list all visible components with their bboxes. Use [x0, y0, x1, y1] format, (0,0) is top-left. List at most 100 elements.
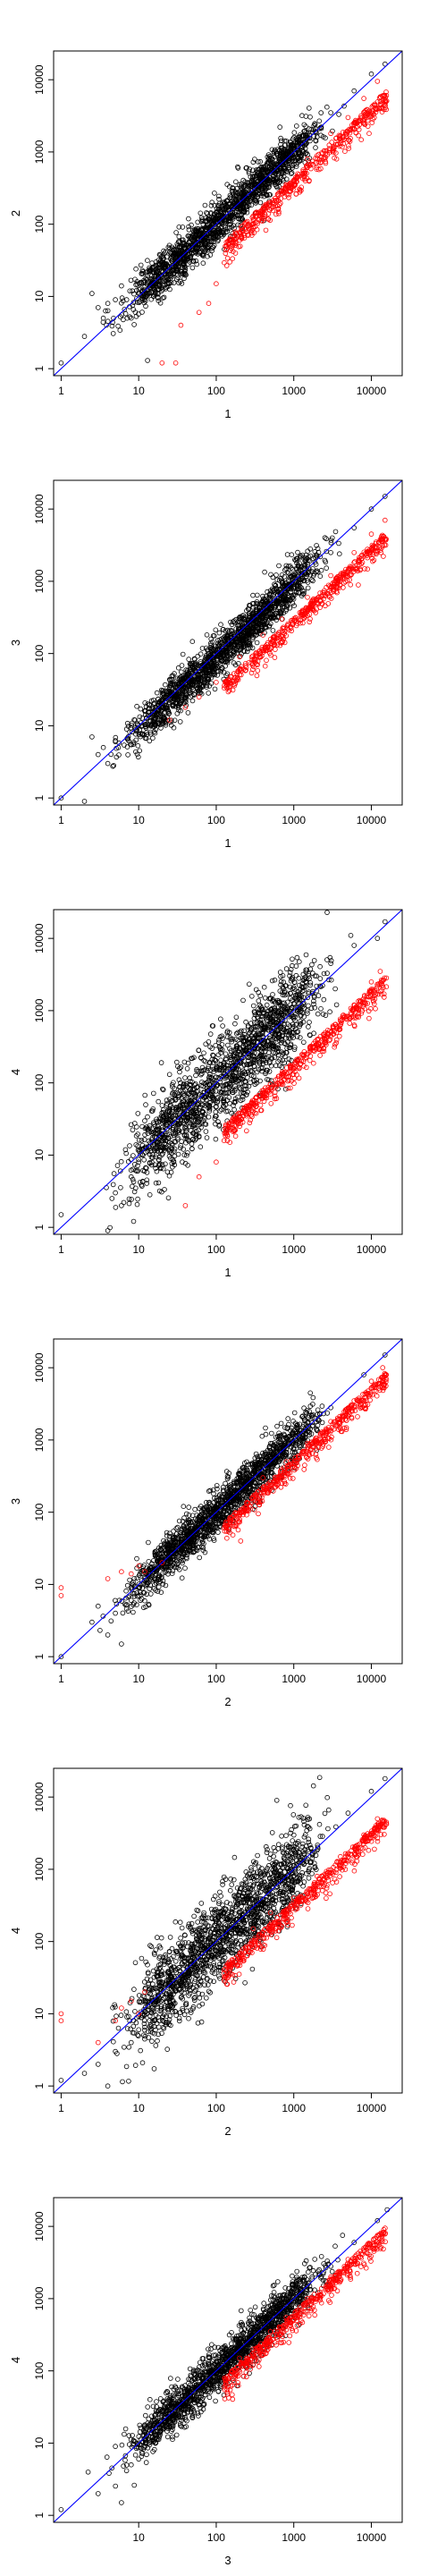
point-black	[215, 1074, 222, 1080]
point-red	[223, 263, 230, 268]
point-black	[240, 216, 246, 223]
point-black	[237, 1030, 243, 1035]
point-black	[164, 1169, 171, 1175]
point-red	[342, 148, 348, 155]
point-black	[249, 195, 256, 200]
point-black	[143, 735, 149, 741]
point-black	[255, 159, 261, 165]
point-black	[330, 128, 335, 134]
plot-frame	[53, 50, 403, 377]
point-black	[181, 1098, 187, 1104]
point-black	[219, 657, 225, 664]
point-black	[144, 730, 149, 735]
point-black	[152, 708, 157, 714]
point-black	[285, 148, 290, 155]
point-black	[257, 601, 263, 606]
point-black	[301, 122, 307, 128]
point-red	[333, 589, 340, 594]
point-red	[275, 207, 282, 212]
point-black	[303, 150, 309, 156]
point-red	[352, 559, 358, 564]
point-black	[282, 595, 289, 601]
point-red	[373, 539, 379, 545]
point-black	[204, 235, 210, 241]
point-black	[260, 170, 266, 175]
point-red	[363, 107, 368, 114]
point-black	[284, 552, 290, 557]
point-black	[262, 599, 268, 605]
point-red	[226, 684, 231, 690]
point-black	[283, 563, 290, 569]
point-black	[210, 244, 215, 250]
point-black	[278, 982, 283, 987]
point-red	[284, 625, 290, 631]
point-black	[209, 199, 215, 206]
point-red	[267, 199, 273, 206]
point-red	[318, 154, 324, 160]
point-red	[196, 309, 202, 316]
point-red	[253, 654, 259, 660]
point-red	[360, 120, 366, 125]
point-black	[303, 114, 309, 119]
point-black	[328, 110, 333, 115]
point-black	[262, 569, 267, 575]
point-black	[136, 291, 142, 296]
point-red	[307, 619, 313, 625]
point-black	[287, 973, 292, 979]
point-red	[237, 237, 242, 243]
point-black	[229, 189, 235, 194]
point-black	[137, 714, 143, 720]
point-red	[361, 121, 367, 126]
point-black	[103, 308, 108, 314]
point-black	[237, 653, 243, 659]
point-red	[377, 547, 383, 553]
point-black	[166, 280, 172, 286]
point-black	[164, 706, 170, 711]
point-black	[195, 671, 201, 677]
point-black	[288, 584, 294, 590]
point-black	[286, 144, 292, 150]
point-black	[180, 225, 186, 230]
point-black	[270, 628, 276, 633]
point-black	[126, 1200, 132, 1207]
point-red	[291, 177, 298, 182]
point-red	[293, 618, 299, 624]
point-black	[171, 724, 177, 731]
point-black	[264, 614, 269, 621]
point-red	[299, 188, 304, 193]
point-black	[271, 167, 276, 174]
point-black	[214, 227, 220, 233]
point-black	[175, 665, 181, 671]
point-black	[324, 536, 329, 542]
point-black	[181, 695, 188, 701]
point-black	[206, 654, 212, 660]
point-black	[206, 657, 212, 663]
point-black	[289, 573, 295, 580]
point-red	[265, 211, 272, 216]
point-black	[305, 585, 311, 591]
point-black	[204, 675, 210, 682]
point-black	[310, 566, 315, 572]
point-red	[340, 130, 346, 135]
point-black	[272, 1055, 278, 1060]
point-red	[381, 554, 386, 559]
point-black	[170, 267, 175, 274]
point-black	[324, 104, 330, 110]
point-red	[314, 600, 320, 606]
point-black	[270, 574, 276, 580]
point-red	[332, 155, 337, 161]
x-tick-label: 1	[58, 814, 64, 826]
point-red	[367, 549, 373, 555]
point-black	[163, 682, 168, 688]
point-black	[289, 585, 295, 591]
point-black	[150, 735, 156, 741]
point-black	[115, 323, 121, 329]
point-black	[307, 1032, 313, 1038]
point-black	[218, 225, 224, 232]
point-red	[346, 138, 352, 143]
point-black	[274, 184, 281, 191]
point-black	[172, 250, 179, 256]
x-tick-label: 1	[58, 385, 64, 397]
point-black	[151, 284, 157, 291]
